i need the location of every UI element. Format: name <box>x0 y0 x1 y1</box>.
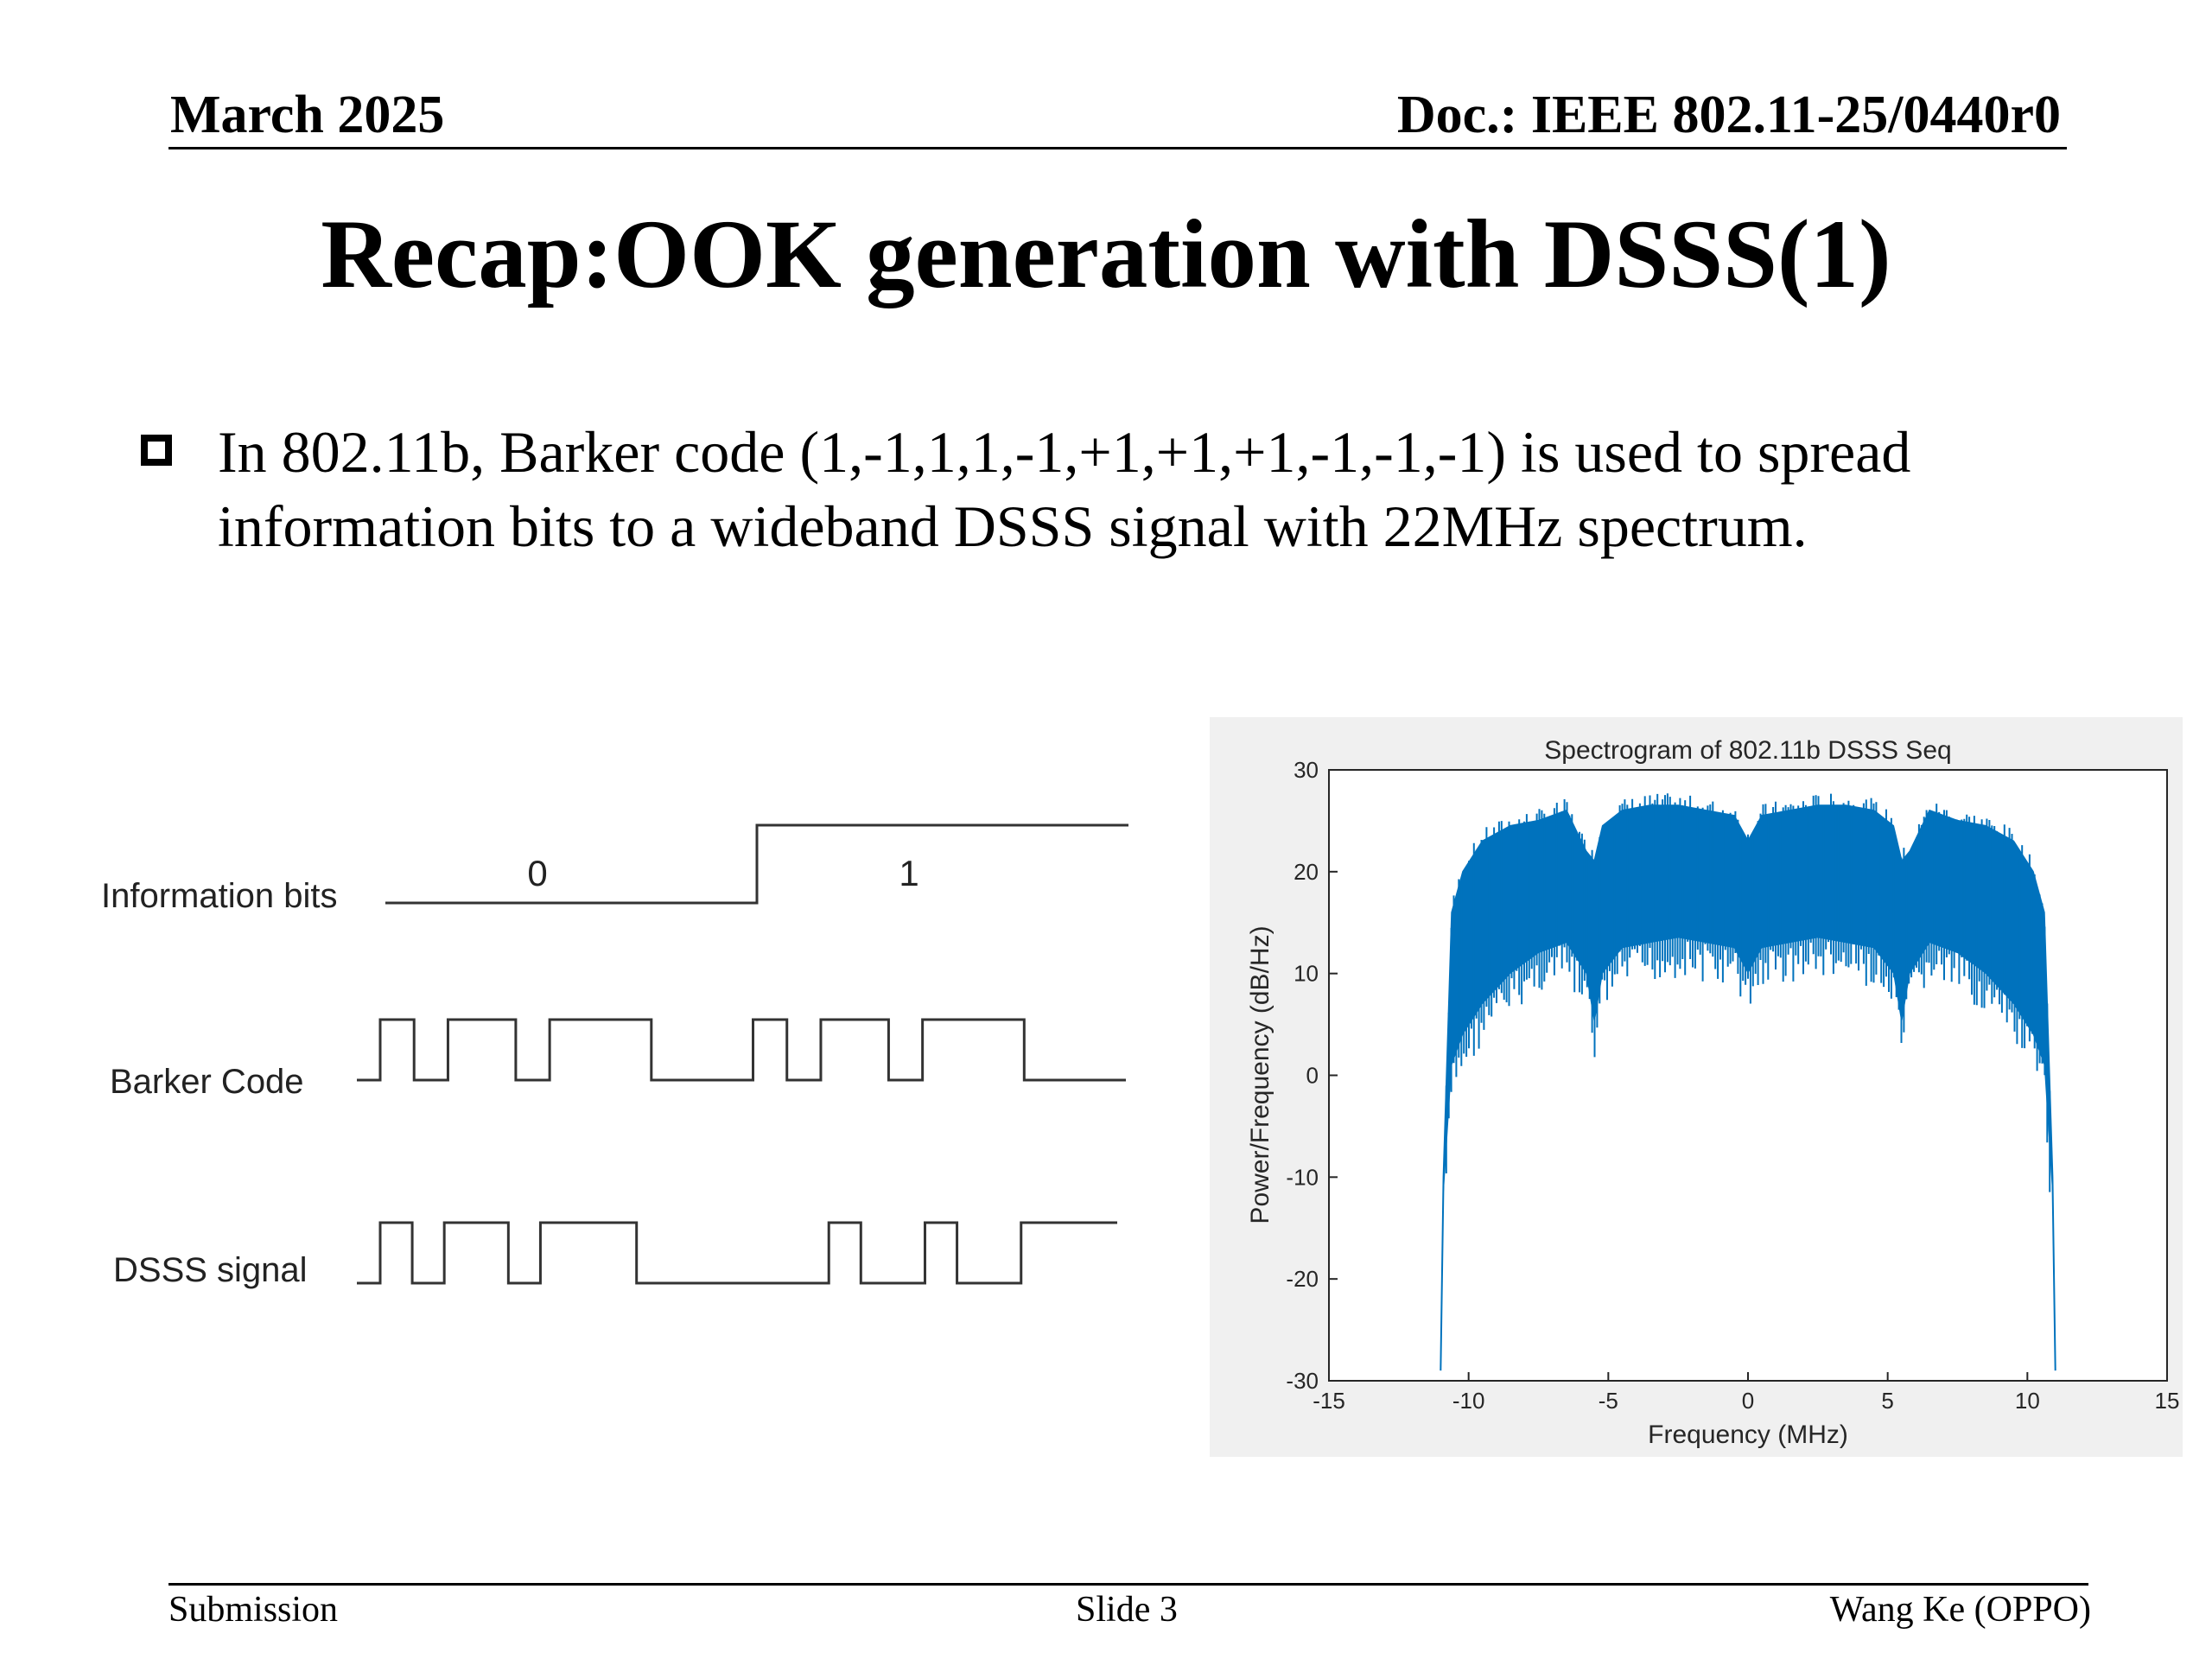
footer-divider <box>168 1583 2088 1586</box>
slide-title: Recap:OOK generation with DSSS(1) <box>321 200 1891 308</box>
x-tick-label: -5 <box>1599 1388 1618 1414</box>
row-label-dsss-signal: DSSS signal <box>113 1251 308 1289</box>
spectrogram-chart: -15 -10 -5 0 5 10 15 -30 -20 -10 0 10 20 30 Spectrogr… <box>1246 736 2180 1449</box>
y-tick-label: -10 <box>1286 1164 1319 1190</box>
header-divider <box>168 147 2067 149</box>
x-tick-label: 0 <box>1742 1388 1754 1414</box>
footer-author: Wang Ke (OPPO) <box>1829 1590 2091 1630</box>
footer-slide-number: Slide 3 <box>1076 1590 1178 1630</box>
ook-dsss-waveform-diagram: Information bits Barker Code DSSS signal… <box>101 823 1128 1289</box>
y-tick-label: 10 <box>1294 961 1319 987</box>
x-tick-label: -10 <box>1452 1388 1485 1414</box>
y-tick-label: -20 <box>1286 1266 1319 1292</box>
y-tick-label: 30 <box>1294 757 1319 783</box>
dsss-signal-waveform <box>357 1221 1117 1285</box>
y-tick-label: -30 <box>1286 1368 1319 1394</box>
y-tick-label: 0 <box>1306 1063 1319 1089</box>
header-doc-id: Doc.: IEEE 802.11-25/0440r0 <box>1396 86 2061 144</box>
bit-label-0: 0 <box>527 853 547 893</box>
y-axis-label: Power/Frequency (dB/Hz) <box>1246 925 1274 1224</box>
information-bits-waveform <box>385 823 1128 905</box>
x-tick-label: -15 <box>1313 1388 1345 1414</box>
x-tick-label: 15 <box>2155 1388 2180 1414</box>
x-axis-label: Frequency (MHz) <box>1648 1421 1848 1449</box>
spectrogram-figure: -15 -10 -5 0 5 10 15 -30 -20 -10 0 10 20 30 Spectrogr… <box>1210 717 2183 1457</box>
bullet-line-1: In 802.11b, Barker code (1,-1,1,1,-1,+1,… <box>218 419 1911 485</box>
x-tick-label: 5 <box>1881 1388 1893 1414</box>
bullet-line-2: information bits to a wideband DSSS sign… <box>218 493 1808 559</box>
bullet-square-icon <box>141 435 172 466</box>
bullet-text: In 802.11b, Barker code (1,-1,1,1,-1,+1,… <box>218 415 2101 563</box>
footer-submission: Submission <box>168 1590 339 1630</box>
psd-series-noise <box>1445 793 2051 1192</box>
bit-label-1: 1 <box>899 853 918 893</box>
header-date: March 2025 <box>170 86 445 144</box>
y-tick-label: 20 <box>1294 859 1319 885</box>
row-label-information-bits: Information bits <box>101 877 337 915</box>
row-label-barker-code: Barker Code <box>110 1063 304 1101</box>
x-tick-label: 10 <box>2015 1388 2040 1414</box>
chart-title: Spectrogram of 802.11b DSSS Seq <box>1544 736 1951 765</box>
barker-code-waveform <box>357 1018 1126 1082</box>
